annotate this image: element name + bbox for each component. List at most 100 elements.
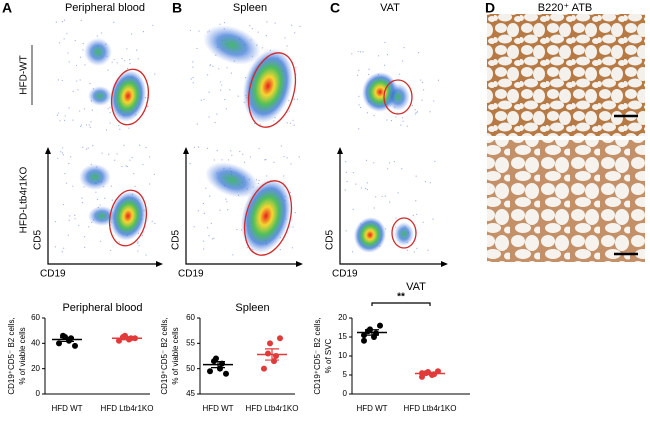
y-tick-label: 60: [31, 313, 40, 322]
gate: [108, 189, 148, 247]
event: [81, 197, 83, 199]
event: [196, 47, 198, 50]
gate: [391, 217, 417, 249]
y-tick-label: 60: [186, 313, 195, 322]
event: [219, 209, 221, 211]
event: [109, 249, 112, 252]
event: [417, 51, 420, 54]
event: [359, 51, 362, 53]
chart-title: Spleen: [235, 302, 269, 314]
event: [61, 79, 63, 82]
event: [154, 222, 156, 224]
event: [205, 187, 207, 189]
cell-cloud: [203, 25, 261, 65]
event: [286, 45, 288, 47]
y-tick-label: 20: [31, 364, 40, 373]
event: [423, 89, 425, 91]
event: [113, 21, 115, 23]
event: [373, 162, 375, 164]
event: [291, 247, 294, 249]
event: [109, 106, 111, 108]
event: [89, 83, 91, 85]
event: [149, 156, 151, 158]
event: [147, 105, 149, 108]
event: [296, 98, 299, 100]
event: [206, 147, 209, 149]
event: [78, 224, 80, 226]
data-point: [265, 350, 271, 357]
event: [229, 89, 231, 91]
event: [79, 125, 82, 128]
event: [149, 183, 151, 185]
event: [224, 99, 226, 101]
event: [403, 47, 405, 49]
event: [225, 198, 227, 200]
event: [123, 144, 125, 146]
event: [116, 153, 118, 155]
row-labels: HFD-WT HFD-Ltb4r1KO: [19, 45, 33, 233]
data-point: [261, 365, 267, 372]
event: [293, 124, 295, 126]
event: [121, 165, 123, 168]
event: [257, 31, 259, 33]
event: [62, 247, 65, 249]
flow-y-label: CD5: [171, 230, 182, 250]
event: [415, 111, 417, 114]
event: [208, 116, 210, 118]
event: [84, 246, 86, 248]
axis-arrow: [156, 261, 163, 267]
event: [192, 66, 194, 68]
event: [109, 111, 111, 114]
gate: [243, 180, 293, 256]
event: [142, 30, 145, 33]
event: [299, 25, 301, 28]
event: [211, 238, 214, 240]
event: [366, 112, 369, 114]
event: [219, 23, 221, 25]
event: [214, 121, 216, 124]
event: [389, 201, 391, 203]
y-tick-label: 5: [343, 370, 348, 379]
event: [390, 120, 393, 122]
panel-title: B220⁺ ATB: [538, 2, 593, 14]
panel-letter: C: [330, 0, 340, 16]
event: [92, 144, 94, 147]
error-bar: [423, 371, 437, 376]
event: [226, 67, 228, 69]
event: [126, 165, 128, 168]
event: [345, 230, 347, 232]
data-point: [267, 340, 273, 347]
event: [72, 90, 74, 92]
event: [377, 55, 380, 57]
event: [284, 37, 286, 39]
event: [209, 65, 211, 67]
event: [91, 109, 93, 111]
cell-cloud: [79, 164, 111, 190]
y-tick-label: 0: [36, 389, 41, 398]
y-tick-label: 40: [31, 338, 40, 347]
event: [79, 110, 81, 112]
flow-plots: CD5 CD19 CD5 CD19 CD5 CD19: [33, 19, 448, 280]
event: [137, 58, 139, 60]
event: [74, 218, 76, 220]
event: [288, 99, 290, 102]
event: [76, 80, 78, 82]
event: [118, 241, 120, 243]
event: [83, 108, 86, 110]
event: [79, 79, 81, 81]
event: [356, 74, 359, 76]
y-tick-label: 10: [338, 351, 347, 360]
event: [213, 237, 215, 239]
y-axis-label: CD19⁺CD5⁻ B2 cells,: [313, 317, 322, 394]
event: [142, 234, 144, 236]
event: [137, 250, 139, 252]
event: [401, 168, 403, 170]
event: [61, 21, 64, 23]
event: [209, 64, 212, 66]
event: [56, 114, 59, 116]
event: [64, 115, 66, 117]
event: [96, 35, 98, 37]
event: [207, 227, 209, 229]
event: [279, 249, 281, 251]
event: [192, 61, 194, 63]
